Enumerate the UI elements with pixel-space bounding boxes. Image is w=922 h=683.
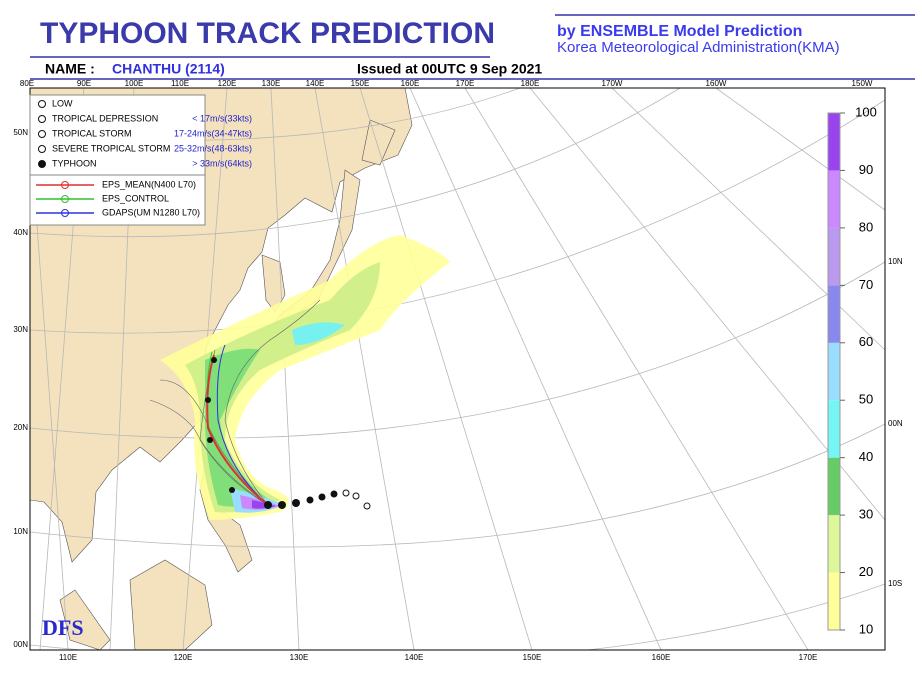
colorbar-segment (828, 227, 840, 286)
storm-name: CHANTHU (2114) (112, 61, 225, 77)
colorbar: 10 20 30 40 50 60 70 80 90 100 (827, 104, 877, 636)
colorbar-segment (828, 457, 840, 516)
model-marker (61, 209, 69, 217)
colorbar-segment (828, 572, 840, 630)
lat-label: 00N (888, 419, 903, 428)
title: TYPHOON TRACK PREDICTION (40, 17, 495, 50)
model-label: EPS_MEAN(N400 L70) (102, 179, 196, 189)
issued-time: Issued at 00UTC 9 Sep 2021 (357, 61, 542, 77)
intensity-label: LOW (52, 98, 73, 108)
intensity-range: 17-24m/s(34-47kts) (174, 128, 252, 138)
map-frame (29, 87, 886, 651)
intensity-legend-box (29, 94, 206, 176)
colorbar-frame (827, 112, 841, 631)
model-label: GDAPS(UM N1280 L70) (102, 207, 200, 217)
subtitle: Korea Meteorological Administration(KMA) (557, 39, 840, 56)
lon-label: 120E (174, 653, 193, 662)
lat-label: 20N (13, 423, 28, 432)
intensity-symbol (38, 115, 46, 123)
colorbar-label: 20 (859, 564, 873, 579)
colorbar-label: 100 (855, 104, 877, 119)
lon-label: 100E (125, 79, 144, 88)
intensity-symbol (38, 130, 46, 138)
intensity-label: TROPICAL DEPRESSION (52, 113, 158, 123)
lon-label: 170E (799, 653, 818, 662)
colorbar-label: 40 (859, 449, 873, 464)
colorbar-segment (828, 170, 840, 228)
colorbar-label: 60 (859, 334, 873, 349)
colorbar-segment (828, 400, 840, 458)
axis-labels: 80E 90E 100E 110E 120E 130E 140E 150E 160E 170E 18… (13, 79, 903, 662)
colorbar-label: 10 (859, 621, 873, 636)
subtitle: by ENSEMBLE Model Prediction (557, 23, 802, 40)
colorbar-label: 90 (859, 162, 873, 177)
name-label: NAME : (45, 61, 95, 77)
logo: DFS (42, 615, 84, 640)
lon-label: 170W (602, 79, 623, 88)
colorbar-label: 70 (859, 277, 873, 292)
lat-label: 00N (13, 640, 28, 649)
lat-label: 10N (13, 527, 28, 536)
map: 80E 90E 100E 110E 120E 130E 140E 150E 160E 170E 18… (13, 79, 903, 662)
model-marker (61, 195, 69, 203)
colorbar-segment (828, 515, 840, 573)
intensity-label: TYPHOON (52, 158, 97, 168)
lon-label: 160E (652, 653, 671, 662)
model-legend-box (29, 174, 206, 226)
lat-label: 10S (888, 579, 902, 588)
lon-label: 170E (456, 79, 475, 88)
intensity-symbol (38, 100, 46, 108)
lon-label: 130E (262, 79, 281, 88)
lon-label: 140E (306, 79, 325, 88)
colorbar-label: 80 (859, 219, 873, 234)
legend-items: LOW TROPICAL DEPRESSION < 17m/s(33kts) TROP… (36, 98, 252, 217)
legend: LOW TROPICAL DEPRESSION < 17m/s(33kts) TROP… (29, 94, 252, 226)
lat-label: 30N (13, 325, 28, 334)
lon-label: 90E (77, 79, 91, 88)
intensity-range: < 17m/s(33kts) (192, 113, 252, 123)
lon-label: 180E (521, 79, 540, 88)
graticule (30, 88, 885, 650)
lon-label: 130E (290, 653, 309, 662)
ensemble-members (149, 299, 321, 506)
lon-label: 80E (20, 79, 34, 88)
intensity-label: TROPICAL STORM (52, 128, 132, 138)
model-label: EPS_CONTROL (102, 193, 169, 203)
lon-label: 140E (405, 653, 424, 662)
colorbar-segment (828, 113, 840, 171)
intensity-range: > 33m/s(64kts) (192, 158, 252, 168)
lon-label: 150W (852, 79, 873, 88)
colorbar-label: 50 (859, 392, 873, 407)
intensity-symbol (38, 145, 46, 153)
lon-label: 160E (401, 79, 420, 88)
lon-label: 110E (59, 653, 77, 662)
lon-label: 150E (523, 653, 542, 662)
lat-label: 10N (888, 257, 903, 266)
intensity-label: SEVERE TROPICAL STORM (52, 143, 170, 153)
lon-label: 110E (171, 79, 189, 88)
lon-label: 150E (351, 79, 370, 88)
colorbar-segment (828, 342, 840, 401)
lon-label: 160W (706, 79, 727, 88)
lon-label: 120E (218, 79, 237, 88)
track-symbols (205, 357, 371, 510)
colorbar-segment (828, 285, 840, 343)
lat-label: 50N (13, 128, 28, 137)
intensity-range: 25-32m/s(48-63kts) (174, 143, 252, 153)
colorbar-label: 30 (859, 507, 873, 522)
intensity-symbol (38, 160, 46, 168)
lat-label: 40N (13, 228, 28, 237)
model-marker (61, 181, 69, 189)
